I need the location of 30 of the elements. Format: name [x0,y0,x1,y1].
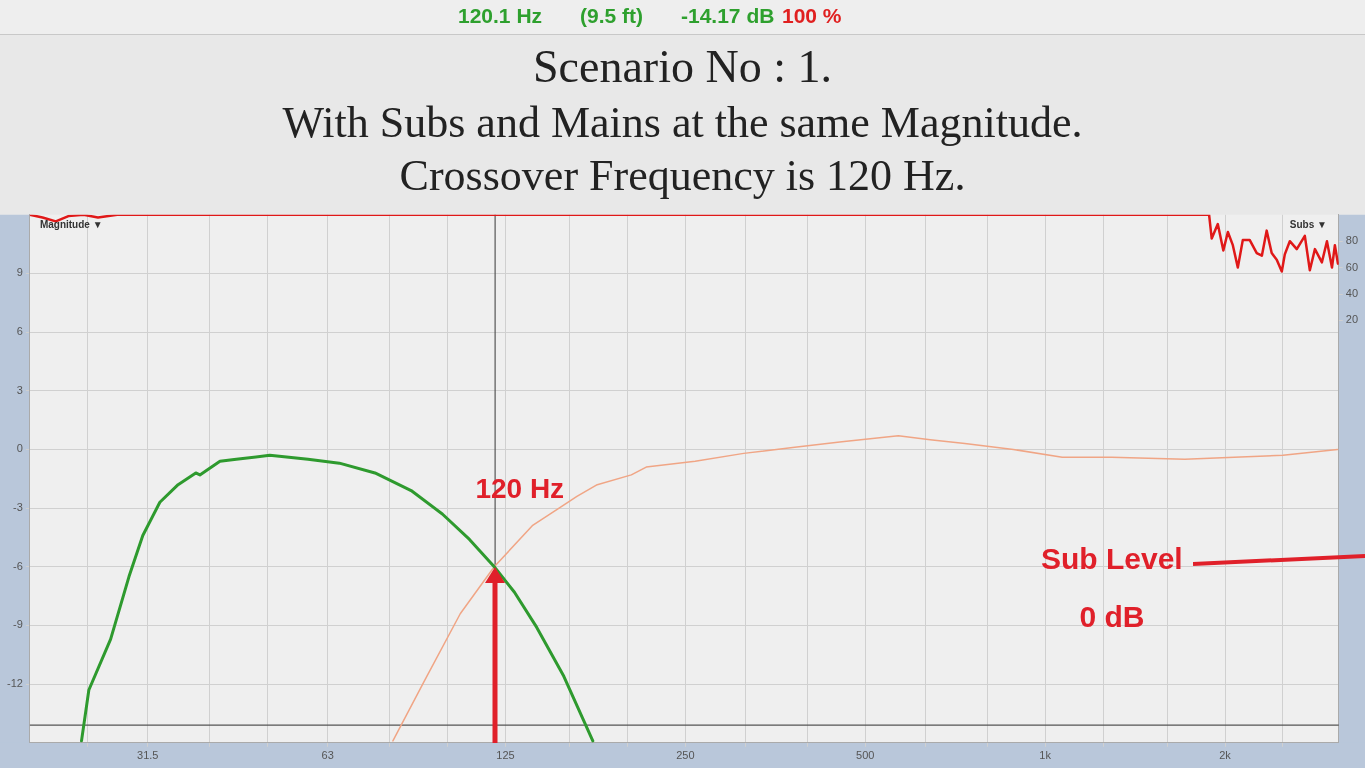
y-tick-label: 9 [16,266,23,279]
y-tick-label: 0 [16,442,23,455]
text: -14.17 dB [681,4,775,28]
x-tick-label: 63 [321,749,334,762]
text: 120.1 Hz [458,4,543,28]
x-tick-label: 500 [856,749,875,762]
text: (9.5 ft) [580,4,643,28]
y2-tick-label: 60 [1345,260,1359,273]
y-tick-label: 3 [16,383,23,396]
x-tick-label: 31.5 [137,749,159,762]
x-tick-label: 2k [1219,749,1232,762]
annotation: 0 dB [1079,600,1145,635]
y-tick-label: 6 [16,325,23,338]
annotation: Sub Level [1041,542,1183,577]
y-tick-label: -12 [6,677,23,690]
y2-tick-label: 40 [1345,287,1359,300]
annotation: Subs ▼ [1289,218,1327,230]
y-tick-label: -6 [13,559,23,572]
y-tick-label: -3 [13,501,23,514]
chart-title: Scenario No : 1. [533,40,832,92]
y2-tick-label: 20 [1345,313,1359,326]
x-tick-label: 1k [1039,749,1052,762]
y2-tick-label: 80 [1345,234,1359,247]
x-tick-label: 250 [676,749,695,762]
annotation: 120 Hz [475,472,565,505]
x-tick-label: 125 [496,749,515,762]
text: 100 % [782,4,842,28]
y-tick-label: -9 [13,618,23,631]
annotation: Magnitude ▼ [39,218,103,230]
chart-subtitle: With Subs and Mains at the same Magnitude. Crossover Frequency is 120 Hz. [282,98,1083,200]
